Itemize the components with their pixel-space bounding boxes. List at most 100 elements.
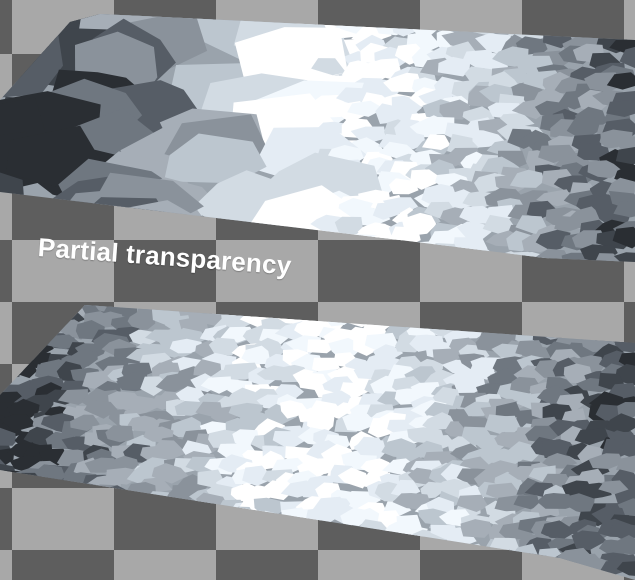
mosaic-cell xyxy=(616,454,635,473)
mosaic-cell xyxy=(195,531,223,550)
mosaic-cell xyxy=(619,45,635,68)
mosaic-cell xyxy=(116,372,150,390)
mosaic-cell xyxy=(164,548,193,565)
mosaic-cell xyxy=(345,546,378,564)
mosaic-cell xyxy=(494,0,527,6)
mosaic-cell xyxy=(365,538,402,553)
mosaic-cell xyxy=(604,17,635,38)
mosaic-cell xyxy=(202,519,236,541)
mosaic-cell xyxy=(495,415,521,436)
mosaic-cell xyxy=(108,504,142,524)
mosaic-cell xyxy=(475,33,511,54)
mosaic-cell xyxy=(574,428,609,446)
mosaic-cell xyxy=(466,14,499,18)
mosaic-cell xyxy=(321,525,355,543)
mosaic-cell xyxy=(596,305,629,326)
mosaic-cell xyxy=(334,539,366,558)
mosaic-cell xyxy=(181,534,213,556)
upper-voronoi-panel xyxy=(0,0,635,262)
mosaic-cell xyxy=(175,557,206,580)
mosaic-cell xyxy=(0,347,28,366)
mosaic-cell xyxy=(476,555,508,575)
mosaic-cell xyxy=(107,455,139,473)
mosaic-cell xyxy=(606,72,635,90)
mosaic-cell xyxy=(152,440,187,460)
mosaic-cell xyxy=(0,551,29,567)
mosaic-cell xyxy=(15,333,48,351)
mosaic-cell xyxy=(102,549,137,568)
mosaic-cell xyxy=(334,216,363,235)
mosaic-cell xyxy=(372,202,400,220)
mosaic-cell xyxy=(506,0,535,13)
mosaic-cell xyxy=(498,14,534,33)
mosaic-cell xyxy=(24,307,57,328)
mosaic-cell xyxy=(542,453,578,469)
mosaic-cell xyxy=(0,14,71,24)
mosaic-cell xyxy=(44,508,76,524)
mosaic-cell xyxy=(365,58,402,80)
mosaic-cell xyxy=(460,519,492,538)
mosaic-cell xyxy=(617,498,635,516)
mosaic-cell xyxy=(210,282,238,300)
mosaic-cell xyxy=(413,305,441,307)
mosaic-cell xyxy=(577,142,610,161)
mosaic-cell xyxy=(182,551,213,574)
mosaic-cell xyxy=(129,548,160,568)
mosaic-cell xyxy=(297,533,332,551)
mosaic-cell xyxy=(66,483,94,501)
mosaic-cell xyxy=(183,305,219,307)
mosaic-cell xyxy=(151,463,189,484)
mosaic-cell xyxy=(501,305,530,316)
mosaic-cell xyxy=(182,521,213,539)
mosaic-cell xyxy=(348,247,384,262)
mosaic-cell xyxy=(8,558,45,578)
mosaic-cell xyxy=(179,510,212,531)
mosaic-cell xyxy=(448,560,479,580)
mosaic-cell xyxy=(151,305,187,307)
mosaic-cell xyxy=(513,495,540,510)
mosaic-cell xyxy=(541,0,572,11)
mosaic-cell xyxy=(0,510,5,528)
mosaic-cell xyxy=(122,283,152,300)
mosaic-cell xyxy=(58,552,93,571)
mosaic-cell xyxy=(454,314,490,334)
mosaic-cell xyxy=(447,547,478,564)
mosaic-cell xyxy=(588,453,624,469)
mosaic-cell xyxy=(614,488,635,505)
mosaic-cell xyxy=(0,527,20,546)
mosaic-cell xyxy=(0,350,3,368)
mosaic-cell xyxy=(134,499,167,520)
mosaic-cell xyxy=(357,305,389,319)
mosaic-cell xyxy=(409,169,445,190)
mosaic-cell xyxy=(0,187,43,254)
mosaic-cell xyxy=(244,565,277,580)
mosaic-cell xyxy=(495,401,522,421)
mosaic-cell xyxy=(582,321,614,341)
mosaic-cell xyxy=(437,56,471,77)
mosaic-cell xyxy=(0,567,30,580)
mosaic-cell xyxy=(259,519,296,539)
mosaic-cell xyxy=(25,525,56,541)
mosaic-cell xyxy=(22,494,53,516)
mosaic-cell xyxy=(0,537,15,556)
mosaic-cell xyxy=(409,334,444,352)
mosaic-cell xyxy=(613,200,635,218)
mosaic-cell xyxy=(456,494,489,512)
mosaic-cell xyxy=(236,528,266,545)
mosaic-cell xyxy=(433,0,462,8)
mosaic-cell xyxy=(99,281,131,301)
mosaic-cell xyxy=(335,283,368,299)
mosaic-cell xyxy=(598,480,630,496)
mosaic-cell xyxy=(86,546,121,564)
mosaic-cell xyxy=(267,566,297,580)
mosaic-cell xyxy=(381,310,415,327)
mosaic-cell xyxy=(169,338,203,354)
mosaic-cell xyxy=(354,0,388,11)
mosaic-cell xyxy=(83,536,118,556)
mosaic-cell xyxy=(150,522,185,540)
mosaic-cell xyxy=(330,235,368,256)
mosaic-cell xyxy=(310,214,345,236)
mosaic-cell xyxy=(126,562,160,580)
mosaic-cell xyxy=(296,559,328,576)
mosaic-cell xyxy=(209,539,245,557)
